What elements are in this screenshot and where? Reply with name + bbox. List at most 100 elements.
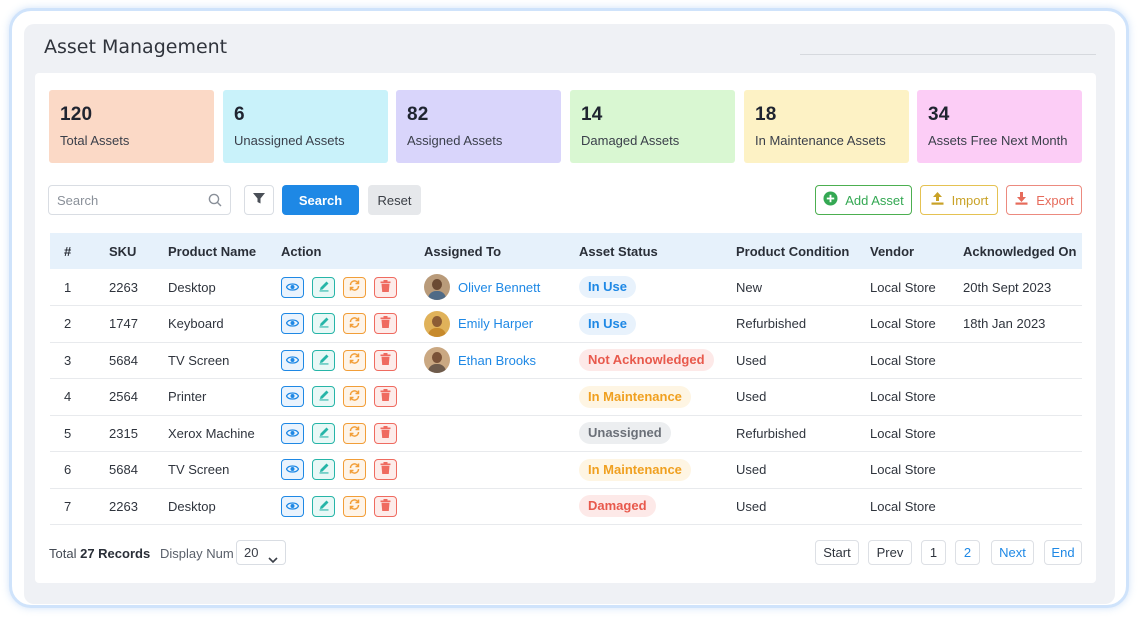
cell-assigned-to (424, 452, 579, 489)
cell-product-name: TV Screen (168, 352, 230, 368)
column-header-vendor: Vendor (870, 243, 915, 259)
page-title: Asset Management (44, 36, 228, 58)
export-button[interactable]: Export (1006, 185, 1082, 215)
reassign-button[interactable] (343, 313, 366, 335)
stat-label: Unassigned Assets (234, 133, 345, 148)
reassign-button[interactable] (343, 386, 366, 408)
pagination-page-2[interactable]: 2 (955, 540, 980, 565)
reassign-button[interactable] (343, 495, 366, 517)
stat-label: Damaged Assets (581, 133, 680, 148)
cell-product-name: Keyboard (168, 316, 224, 332)
edit-button[interactable] (312, 349, 335, 371)
table-row: 1 2263 Desktop Oliver Bennett In Use New Local… (50, 269, 1082, 306)
cell-assigned-to: Emily Harper (424, 306, 579, 343)
assignee-name-link[interactable]: Emily Harper (458, 316, 534, 332)
cell-sku: 2263 (109, 279, 138, 295)
import-label: Import (951, 192, 989, 208)
pagination-page-1[interactable]: 1 (921, 540, 946, 565)
view-button[interactable] (281, 386, 304, 408)
delete-button[interactable] (374, 313, 397, 335)
cell-product-name: Xerox Machine (168, 425, 255, 441)
status-badge: Not Acknowledged (579, 349, 714, 372)
import-button[interactable]: Import (920, 185, 998, 215)
pagination-next[interactable]: Next (991, 540, 1034, 565)
column-header-index: # (64, 243, 72, 259)
cell-sku: 5684 (109, 352, 138, 368)
delete-button[interactable] (374, 349, 397, 371)
cell-sku: 2263 (109, 498, 138, 514)
view-button[interactable] (281, 422, 304, 444)
cell-asset-status: Damaged (579, 488, 736, 525)
assignee-name-link[interactable]: Ethan Brooks (458, 352, 537, 368)
column-header-asset-status: Asset Status (579, 243, 658, 259)
download-icon (1014, 191, 1029, 209)
chevron-down-icon (268, 548, 278, 571)
eye-icon (285, 280, 300, 295)
search-input[interactable] (49, 186, 199, 214)
edit-button[interactable] (312, 386, 335, 408)
reassign-button[interactable] (343, 276, 366, 298)
view-button[interactable] (281, 313, 304, 335)
pencil-icon (318, 389, 330, 404)
search-button[interactable]: Search (282, 185, 359, 215)
view-button[interactable] (281, 276, 304, 298)
row-actions (281, 386, 424, 408)
pagination-prev[interactable]: Prev (868, 540, 912, 565)
edit-button[interactable] (312, 313, 335, 335)
cell-acknowledged-on (963, 488, 1082, 525)
stat-label: Total Assets (60, 133, 130, 148)
reassign-button[interactable] (343, 459, 366, 481)
cell-acknowledged-on (963, 342, 1082, 379)
eye-icon (285, 316, 300, 331)
cell-acknowledged-on (963, 379, 1082, 416)
add-asset-button[interactable]: Add Asset (815, 185, 912, 215)
view-button[interactable] (281, 349, 304, 371)
stat-value: 120 (60, 104, 93, 125)
delete-button[interactable] (374, 459, 397, 481)
total-count: 27 Records (80, 546, 151, 561)
cell-index: 3 (64, 352, 72, 368)
delete-button[interactable] (374, 422, 397, 444)
view-button[interactable] (281, 459, 304, 481)
stat-card-in-maintenance-assets: 18 In Maintenance Assets (744, 90, 909, 163)
pencil-icon (318, 462, 330, 477)
reset-button[interactable]: Reset (368, 185, 421, 215)
cell-assigned-to (424, 488, 579, 525)
table-row: 6 5684 TV Screen In Maintenance Used Local St… (50, 452, 1082, 489)
trash-icon (380, 316, 391, 331)
column-header-product-condition: Product Condition (736, 243, 850, 259)
refresh-icon (348, 425, 361, 441)
status-badge: In Maintenance (579, 458, 691, 481)
pagination-start[interactable]: Start (815, 540, 859, 565)
eye-icon (285, 462, 300, 477)
pagination-end[interactable]: End (1044, 540, 1082, 565)
delete-button[interactable] (374, 495, 397, 517)
cell-product-name: Printer (168, 389, 207, 405)
delete-button[interactable] (374, 386, 397, 408)
cell-sku: 1747 (109, 316, 138, 332)
cell-asset-status: Unassigned (579, 415, 736, 452)
cell-assigned-to: Ethan Brooks (424, 342, 579, 379)
trash-icon (380, 352, 391, 368)
delete-button[interactable] (374, 276, 397, 298)
pencil-icon (318, 353, 330, 368)
cell-product-name: Desktop (168, 498, 216, 514)
table-row: 7 2263 Desktop Damaged Used Local Store (50, 488, 1082, 525)
edit-button[interactable] (312, 422, 335, 444)
edit-button[interactable] (312, 276, 335, 298)
table-row: 4 2564 Printer In Maintenance Used Local Stor… (50, 379, 1082, 416)
cell-vendor: Local Store (870, 316, 936, 332)
edit-button[interactable] (312, 495, 335, 517)
cell-actions (281, 415, 424, 452)
filter-button[interactable] (244, 185, 274, 215)
display-num-select[interactable]: 20 (236, 540, 286, 565)
cell-asset-status: Not Acknowledged (579, 342, 736, 379)
trash-icon (380, 462, 391, 477)
row-actions (281, 422, 424, 444)
reassign-button[interactable] (343, 349, 366, 371)
reassign-button[interactable] (343, 422, 366, 444)
assignee-name-link[interactable]: Oliver Bennett (458, 279, 541, 295)
edit-button[interactable] (312, 459, 335, 481)
view-button[interactable] (281, 495, 304, 517)
trash-icon (380, 389, 391, 404)
